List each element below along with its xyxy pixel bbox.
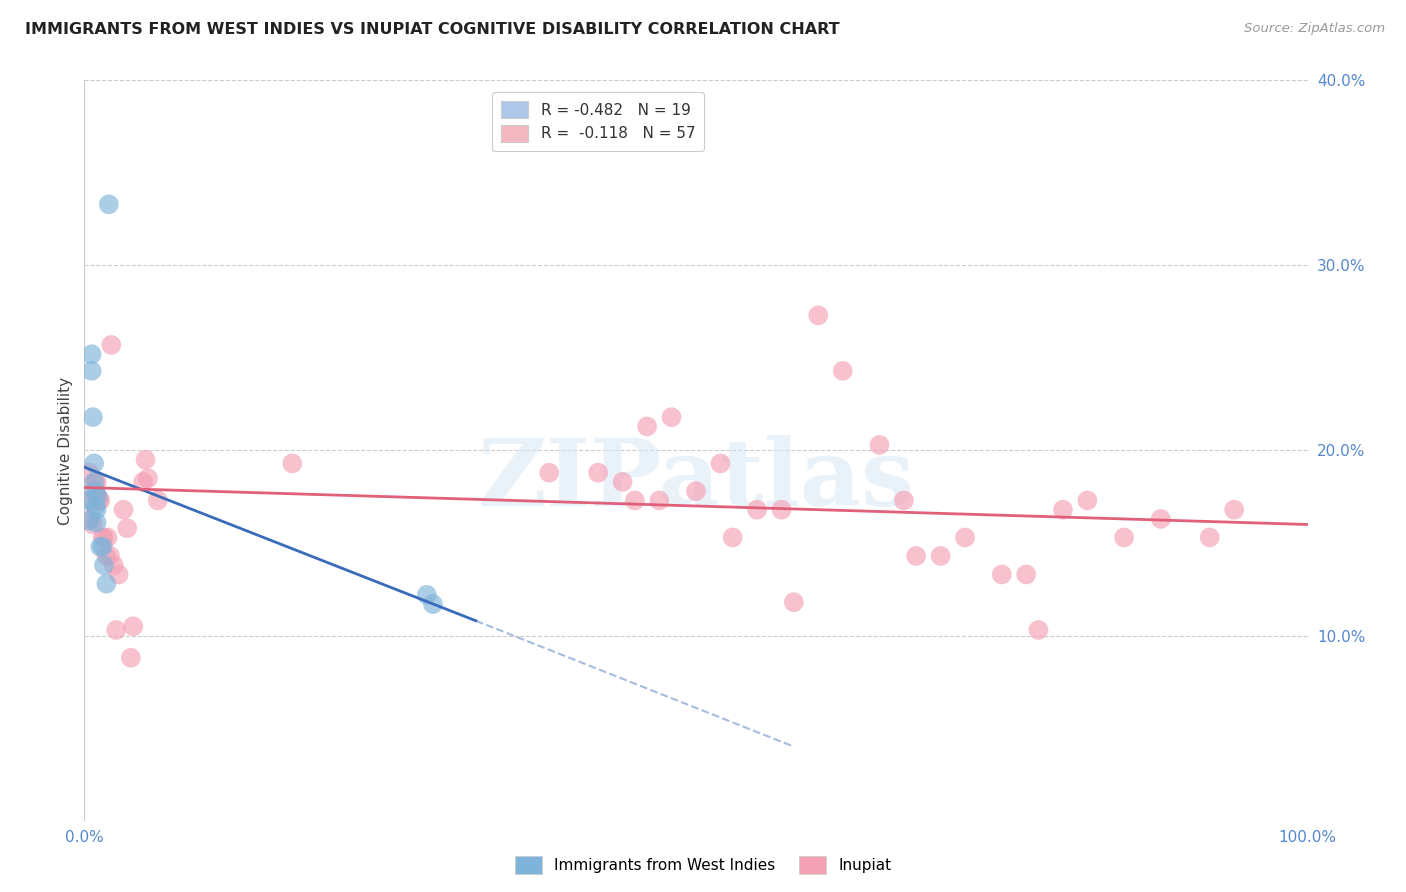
Point bbox=[82, 517, 104, 532]
Point bbox=[87, 490, 110, 504]
Point bbox=[96, 576, 118, 591]
Point bbox=[1150, 512, 1173, 526]
Point bbox=[1114, 531, 1136, 545]
Point bbox=[135, 452, 157, 467]
Y-axis label: Cognitive Disability: Cognitive Disability bbox=[58, 376, 73, 524]
Point bbox=[107, 567, 129, 582]
Point bbox=[747, 502, 769, 516]
Point bbox=[100, 338, 122, 352]
Point bbox=[807, 309, 830, 323]
Point bbox=[146, 493, 169, 508]
Point bbox=[770, 502, 793, 516]
Point bbox=[783, 595, 806, 609]
Legend: Immigrants from West Indies, Inupiat: Immigrants from West Indies, Inupiat bbox=[509, 850, 897, 880]
Point bbox=[84, 475, 107, 489]
Point bbox=[869, 438, 891, 452]
Text: ZIPatlas: ZIPatlas bbox=[478, 435, 914, 525]
Point bbox=[685, 484, 707, 499]
Text: Source: ZipAtlas.com: Source: ZipAtlas.com bbox=[1244, 22, 1385, 36]
Point bbox=[132, 475, 155, 489]
Point bbox=[89, 540, 111, 554]
Point bbox=[115, 521, 138, 535]
Point bbox=[1052, 502, 1074, 516]
Text: IMMIGRANTS FROM WEST INDIES VS INUPIAT COGNITIVE DISABILITY CORRELATION CHART: IMMIGRANTS FROM WEST INDIES VS INUPIAT C… bbox=[25, 22, 839, 37]
Point bbox=[122, 619, 145, 633]
Point bbox=[103, 558, 125, 573]
Point bbox=[1076, 493, 1098, 508]
Point bbox=[721, 531, 744, 545]
Point bbox=[709, 457, 731, 471]
Point bbox=[93, 558, 115, 573]
Point bbox=[87, 490, 110, 504]
Point bbox=[82, 410, 104, 425]
Point bbox=[586, 466, 609, 480]
Point bbox=[991, 567, 1014, 582]
Point bbox=[648, 493, 671, 508]
Point bbox=[612, 475, 634, 489]
Point bbox=[86, 475, 108, 489]
Point bbox=[1198, 531, 1220, 545]
Point bbox=[87, 493, 110, 508]
Point bbox=[91, 531, 114, 545]
Point bbox=[905, 549, 928, 563]
Point bbox=[422, 597, 444, 611]
Point bbox=[80, 493, 103, 508]
Point bbox=[831, 364, 853, 378]
Point bbox=[83, 457, 105, 471]
Point bbox=[79, 512, 101, 526]
Point bbox=[136, 471, 159, 485]
Point bbox=[105, 623, 128, 637]
Point bbox=[1015, 567, 1038, 582]
Point bbox=[80, 347, 103, 361]
Point bbox=[538, 466, 561, 480]
Point bbox=[86, 502, 108, 516]
Point bbox=[84, 499, 107, 513]
Point bbox=[1028, 623, 1050, 637]
Point bbox=[112, 502, 135, 516]
Point bbox=[97, 531, 120, 545]
Point bbox=[416, 588, 439, 602]
Point bbox=[86, 516, 108, 530]
Point bbox=[83, 475, 105, 489]
Point bbox=[80, 364, 103, 378]
Point bbox=[77, 514, 100, 528]
Point bbox=[91, 540, 114, 554]
Point bbox=[953, 531, 976, 545]
Point bbox=[893, 493, 915, 508]
Point bbox=[624, 493, 647, 508]
Point bbox=[96, 549, 118, 563]
Point bbox=[120, 650, 142, 665]
Point bbox=[97, 197, 120, 211]
Point bbox=[77, 493, 100, 508]
Legend: R = -0.482   N = 19, R =  -0.118   N = 57: R = -0.482 N = 19, R = -0.118 N = 57 bbox=[492, 92, 704, 152]
Point bbox=[929, 549, 952, 563]
Point bbox=[77, 466, 100, 480]
Point bbox=[661, 410, 683, 425]
Point bbox=[636, 419, 658, 434]
Point bbox=[93, 531, 115, 545]
Point bbox=[98, 549, 121, 563]
Point bbox=[89, 493, 111, 508]
Point bbox=[1223, 502, 1246, 516]
Point bbox=[84, 484, 107, 499]
Point bbox=[281, 457, 304, 471]
Point bbox=[83, 484, 105, 499]
